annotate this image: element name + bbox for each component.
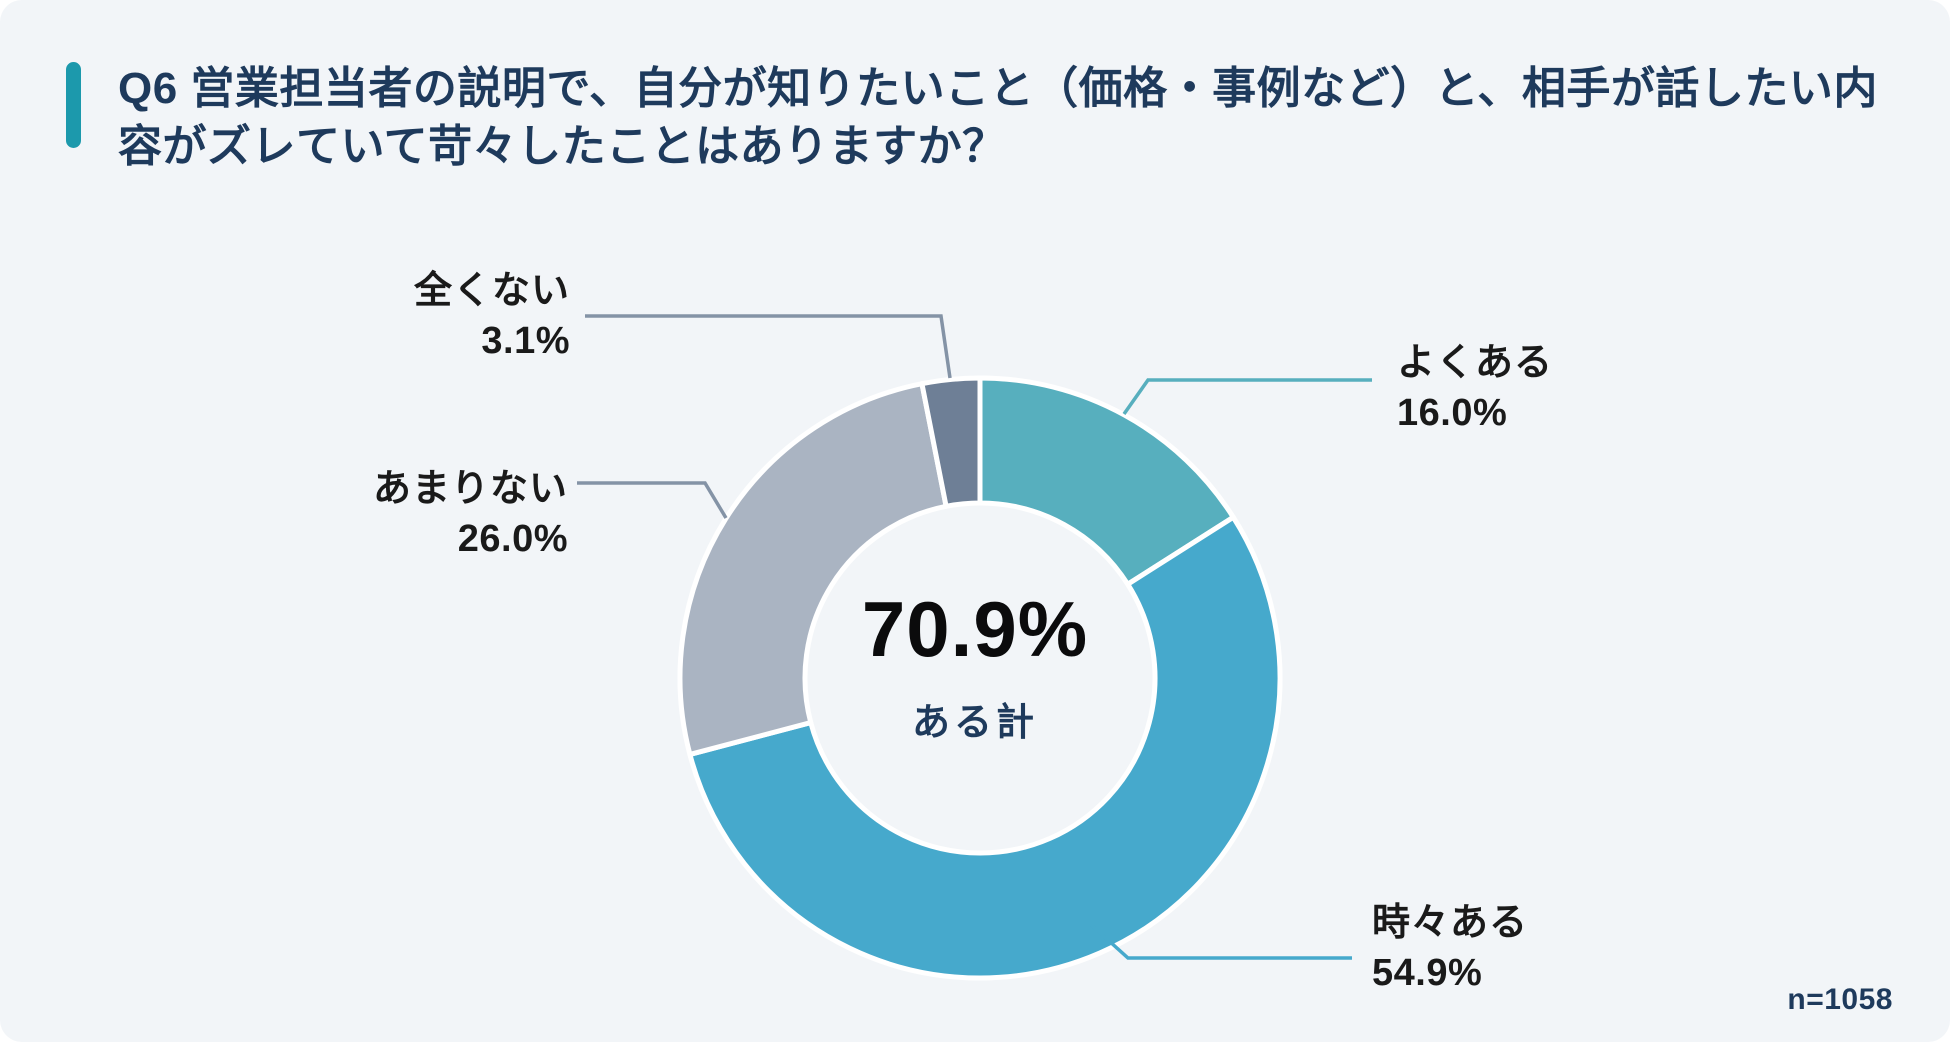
slice-value: 54.9% bbox=[1372, 952, 1483, 994]
donut-center-value: 70.9% bbox=[861, 585, 1089, 673]
leader-line-2 bbox=[577, 481, 728, 519]
donut-slice-3 bbox=[919, 375, 983, 509]
slice-name: 時々ある bbox=[1372, 902, 1529, 944]
slice-value: 26.0% bbox=[457, 518, 568, 560]
slice-value: 16.0% bbox=[1397, 392, 1508, 434]
slice-label-amarinai: あまりない 26.0% bbox=[268, 464, 568, 564]
leader-line-0 bbox=[1122, 378, 1372, 416]
slice-label-mattakunai: 全くない 3.1% bbox=[270, 266, 570, 366]
slice-name: 全くない bbox=[413, 270, 570, 312]
slice-name: よくある bbox=[1397, 342, 1554, 384]
leader-line-1 bbox=[1086, 920, 1352, 960]
title-accent-bar bbox=[66, 62, 81, 148]
donut-slice-1 bbox=[687, 514, 1283, 981]
slice-value: 3.1% bbox=[481, 320, 570, 362]
sample-size: n=1058 bbox=[1787, 983, 1893, 1016]
slice-name: あまりない bbox=[372, 468, 568, 510]
donut-slice-2 bbox=[677, 381, 949, 757]
page-title: Q6 営業担当者の説明で、自分が知りたいこと（価格・事例など）と、相手が話したい… bbox=[118, 64, 1878, 172]
slice-label-tokidokiaru: 時々ある 54.9% bbox=[1372, 898, 1692, 998]
slice-label-yokuaru: よくある 16.0% bbox=[1397, 338, 1717, 438]
donut-slice-0 bbox=[977, 375, 1236, 587]
leader-line-3 bbox=[585, 314, 952, 379]
donut-center-caption: ある計 bbox=[911, 702, 1038, 744]
